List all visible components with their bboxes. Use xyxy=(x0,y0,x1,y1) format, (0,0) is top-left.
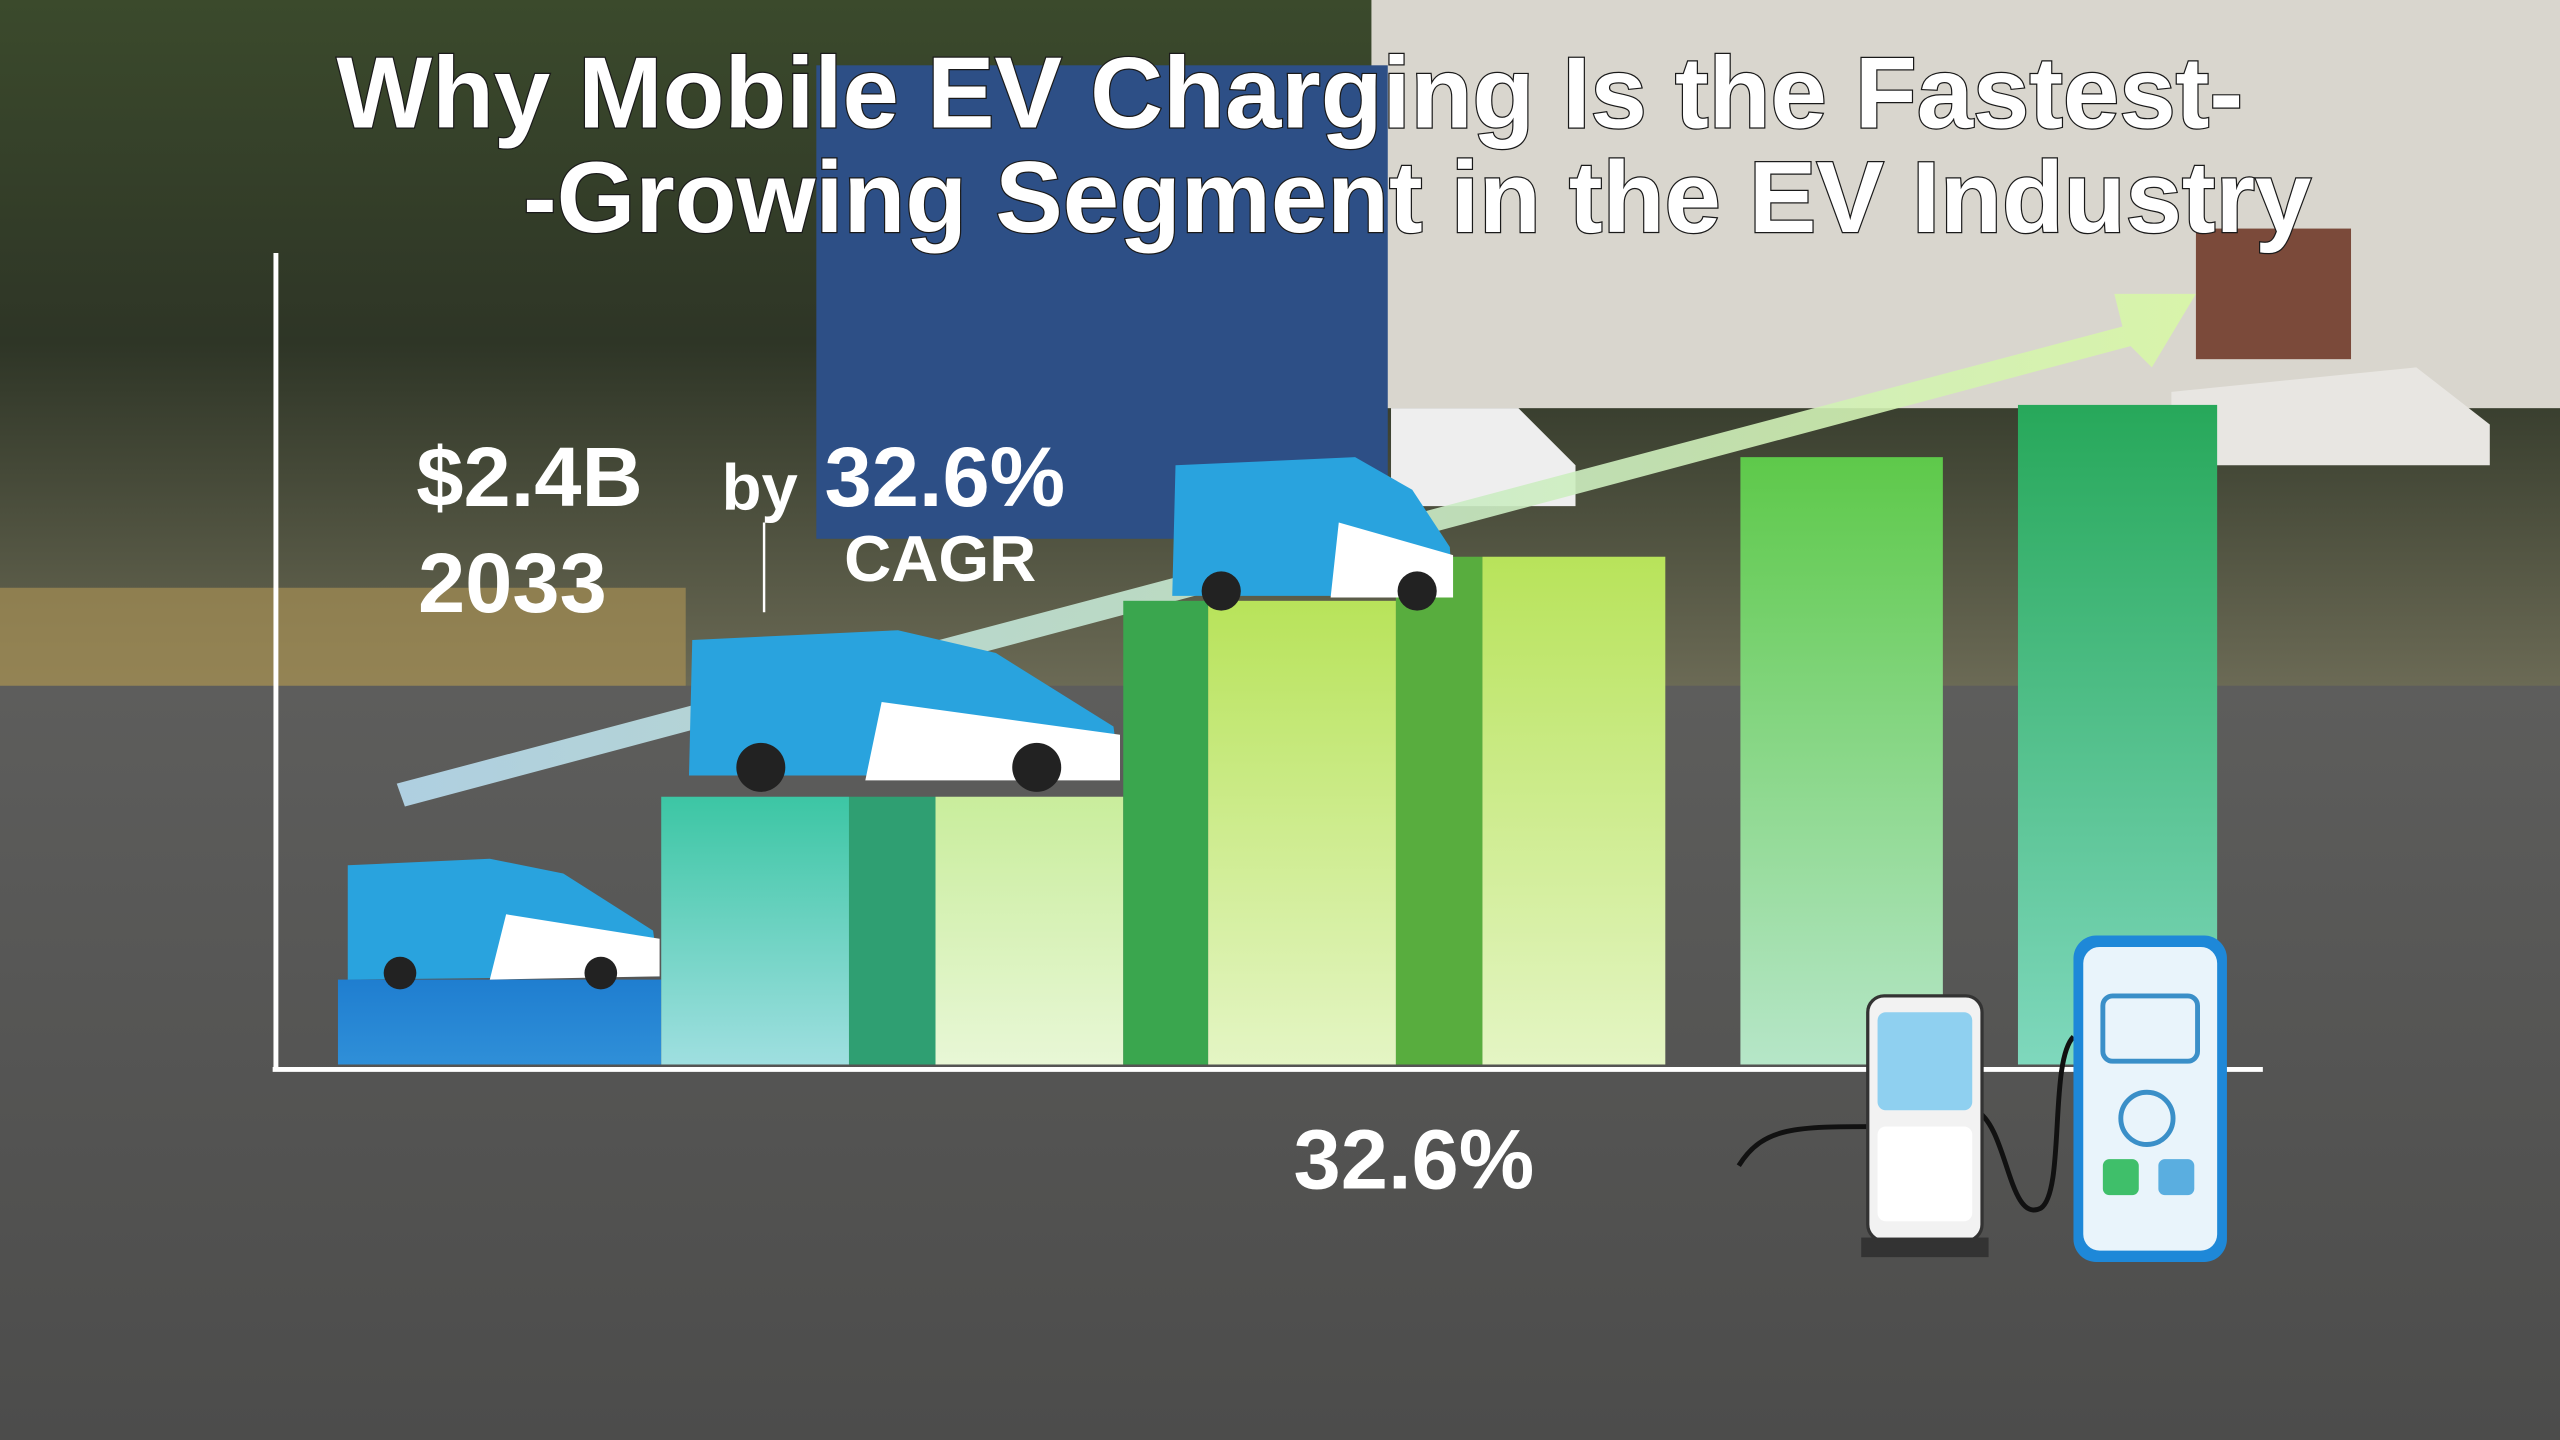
callout-rate-label: CAGR xyxy=(844,522,1036,595)
grass xyxy=(0,587,686,686)
parked-car xyxy=(2171,367,2490,466)
title-line: -Growing Segment in the EV Industry xyxy=(523,141,2311,254)
callout-rate: 32.6% xyxy=(824,429,1065,524)
van-small xyxy=(347,858,660,990)
van-medium xyxy=(688,630,1120,792)
step-bar xyxy=(1482,556,1666,1065)
step-bar xyxy=(337,979,662,1065)
parked-van xyxy=(1391,408,1576,507)
step-bar xyxy=(661,796,849,1065)
window xyxy=(2195,228,2352,360)
step-bar xyxy=(935,796,1124,1065)
step-bar xyxy=(848,796,936,1065)
callout-year: 2033 xyxy=(418,535,607,630)
callout-by: by xyxy=(722,450,798,523)
step-bar xyxy=(1395,556,1483,1065)
van-large xyxy=(1172,457,1454,611)
building xyxy=(1371,0,2560,409)
charger-icon xyxy=(1736,994,2076,1258)
axis-label: 32.6% xyxy=(1294,1112,1535,1207)
step-bar xyxy=(1208,600,1396,1065)
callout-amount: $2.4B xyxy=(416,429,642,524)
step-bar xyxy=(1740,457,1943,1065)
phone-icon xyxy=(2073,935,2227,1263)
container xyxy=(816,65,1388,539)
title-line: Why Mobile EV Charging Is the Fastest- xyxy=(337,36,2244,149)
step-bar xyxy=(1123,600,1209,1065)
